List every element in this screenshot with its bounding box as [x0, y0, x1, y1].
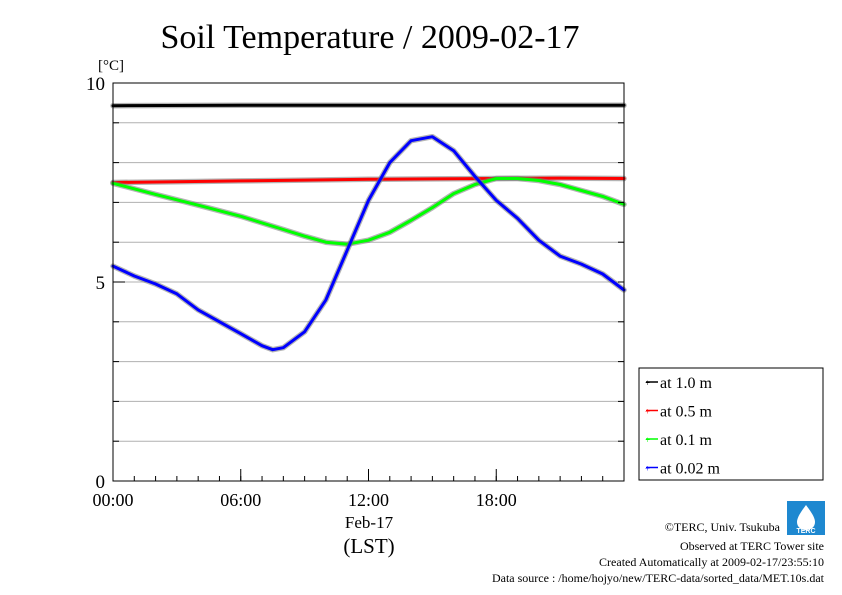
x-tick-label: 06:00: [220, 490, 261, 510]
x-tick-label: 12:00: [348, 490, 389, 510]
legend-label: at 0.1 m: [660, 432, 713, 449]
series-lines: [110, 102, 627, 353]
created-text: Created Automatically at 2009-02-17/23:5…: [599, 555, 824, 569]
legend: + at 1.0 m + at 0.5 m + at 0.1 m + at 0.02 m: [638, 367, 824, 481]
series-shadow: [110, 133, 627, 353]
water-drop-icon: [797, 505, 815, 530]
legend-marker: +: [645, 435, 650, 445]
legend-label: at 0.5 m: [660, 404, 713, 421]
source-text: Data source : /home/hojyo/new/TERC-data/…: [492, 571, 825, 585]
series-shadow: [110, 175, 627, 247]
series-line: [111, 177, 626, 246]
legend-marker: +: [645, 464, 650, 474]
legend-box: [638, 367, 824, 481]
terc-logo: TERC: [787, 501, 825, 535]
legend-label: at 0.02 m: [660, 461, 721, 478]
x-axis-label: (LST): [343, 534, 394, 558]
x-tick-label: 00:00: [92, 490, 133, 510]
legend-marker: +: [645, 378, 650, 388]
logo-text: TERC: [796, 528, 815, 535]
y-tick-label: 10: [86, 74, 105, 95]
y-axis: 0 5 10: [86, 74, 624, 493]
y-unit-label: [°C]: [98, 58, 124, 74]
y-tick-label: 5: [96, 273, 106, 294]
series-line: [111, 135, 626, 352]
chart-title: Soil Temperature / 2009-02-17: [160, 19, 579, 56]
x-axis-date: Feb-17: [345, 513, 394, 532]
x-tick-label: 18:00: [476, 490, 517, 510]
y-tick-label: 0: [96, 472, 106, 493]
copyright-text: ©TERC, Univ. Tsukuba: [665, 520, 781, 534]
legend-label: at 1.0 m: [660, 375, 713, 392]
legend-marker: +: [645, 407, 650, 417]
grid-lines: [113, 122, 624, 442]
x-axis: 00:00 06:00 12:00 18:00: [92, 469, 625, 510]
observed-text: Observed at TERC Tower site: [680, 539, 824, 553]
